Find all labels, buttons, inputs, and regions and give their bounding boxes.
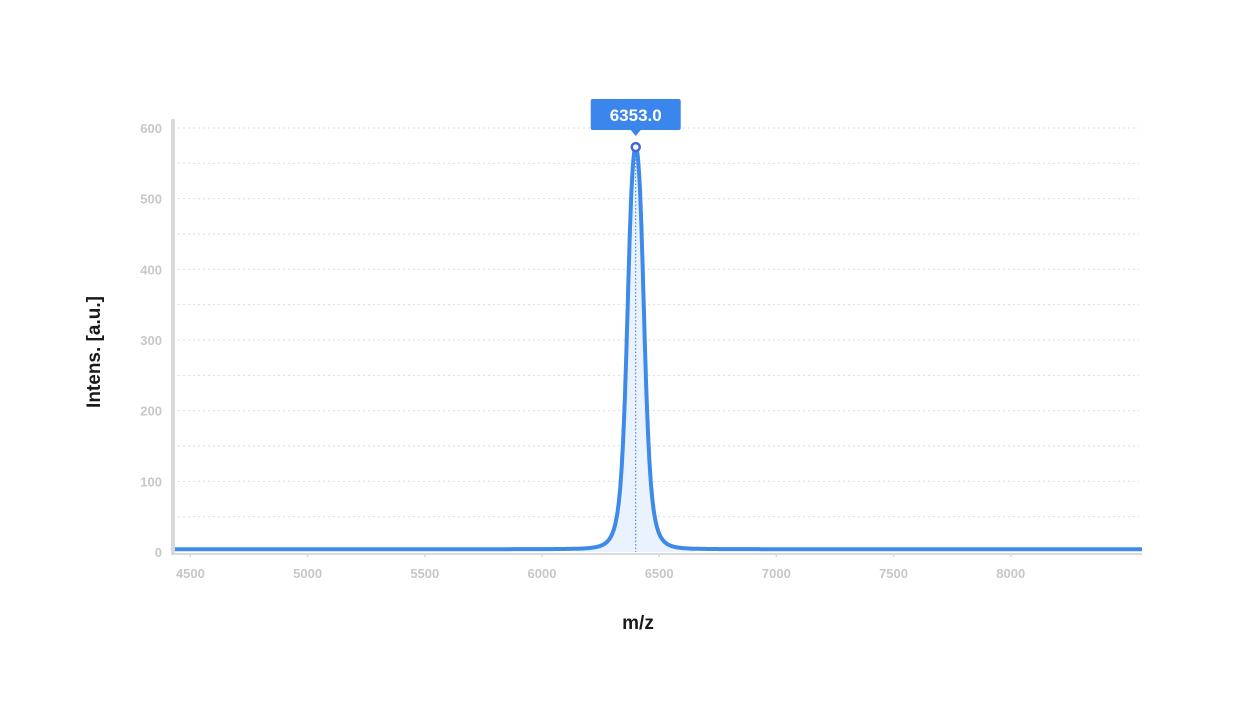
x-tick-label: 6000 bbox=[528, 566, 557, 581]
y-tick-label: 200 bbox=[140, 404, 162, 419]
peak-label[interactable]: 6353.0 bbox=[590, 99, 681, 136]
y-tick-label: 400 bbox=[140, 262, 162, 277]
x-tick-label: 7000 bbox=[762, 566, 791, 581]
x-tick-label: 5500 bbox=[410, 566, 439, 581]
x-tick-label: 8000 bbox=[996, 566, 1025, 581]
x-tick-label: 5000 bbox=[293, 566, 322, 581]
y-axis-ticks: 0 100 200 300 400 500 600 bbox=[140, 121, 162, 560]
x-tick-label: 4500 bbox=[176, 566, 205, 581]
y-tick-label: 500 bbox=[140, 192, 162, 207]
y-axis-title: Intens. [a.u.] bbox=[84, 296, 105, 408]
x-tick-label: 7500 bbox=[879, 566, 908, 581]
peak-label-text: 6353.0 bbox=[610, 106, 662, 125]
x-axis-ticks: 4500 5000 5500 6000 6500 7000 7500 8000 bbox=[176, 553, 1025, 581]
x-tick-label: 6500 bbox=[645, 566, 674, 581]
peak-label-pointer bbox=[630, 130, 641, 136]
y-tick-label: 0 bbox=[155, 545, 162, 560]
peak-label-background bbox=[590, 99, 681, 130]
grid-lines bbox=[178, 127, 1139, 518]
y-tick-label: 600 bbox=[140, 121, 162, 136]
y-tick-label: 300 bbox=[140, 333, 162, 348]
y-tick-label: 100 bbox=[140, 474, 162, 489]
peak-marker[interactable] bbox=[630, 141, 641, 153]
series-line bbox=[172, 145, 1144, 552]
x-axis-title: m/z bbox=[622, 613, 654, 634]
